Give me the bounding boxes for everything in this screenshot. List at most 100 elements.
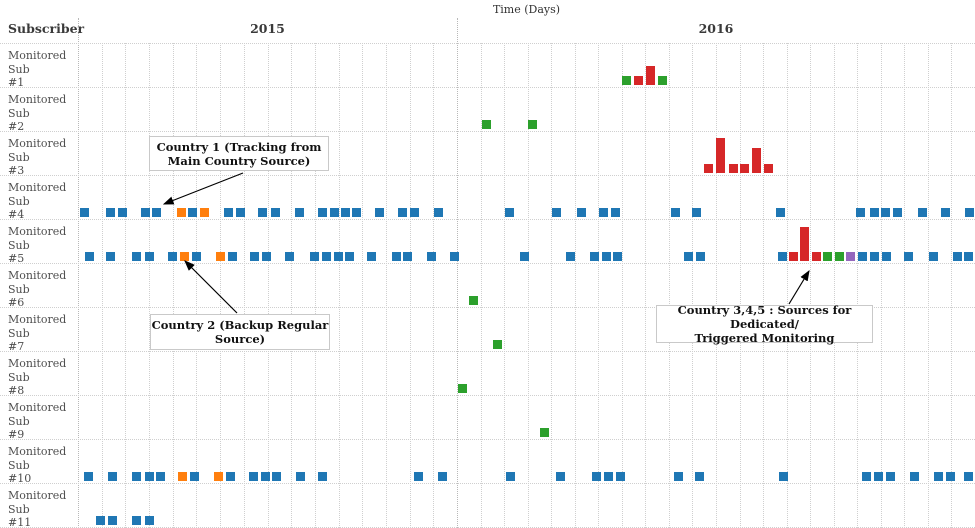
row-label[interactable]: Monitored Sub #3 bbox=[8, 137, 67, 177]
timeline-mark[interactable] bbox=[141, 208, 150, 217]
timeline-mark[interactable] bbox=[249, 472, 258, 481]
timeline-mark[interactable] bbox=[684, 252, 693, 261]
timeline-mark[interactable] bbox=[132, 252, 141, 261]
timeline-mark[interactable] bbox=[295, 208, 304, 217]
timeline-mark[interactable] bbox=[904, 252, 913, 261]
timeline-mark[interactable] bbox=[590, 252, 599, 261]
timeline-mark[interactable] bbox=[271, 208, 280, 217]
timeline-mark[interactable] bbox=[929, 252, 938, 261]
timeline-mark[interactable] bbox=[704, 164, 713, 173]
timeline-mark[interactable] bbox=[145, 252, 154, 261]
row-label[interactable]: Monitored Sub #4 bbox=[8, 181, 67, 221]
timeline-mark[interactable] bbox=[778, 252, 787, 261]
timeline-mark[interactable] bbox=[228, 252, 237, 261]
timeline-mark[interactable] bbox=[214, 472, 223, 481]
timeline-mark[interactable] bbox=[622, 76, 631, 85]
timeline-mark[interactable] bbox=[729, 164, 738, 173]
timeline-mark[interactable] bbox=[611, 208, 620, 217]
timeline-mark[interactable] bbox=[946, 472, 955, 481]
timeline-mark[interactable] bbox=[322, 252, 331, 261]
timeline-mark[interactable] bbox=[392, 252, 401, 261]
timeline-mark[interactable] bbox=[862, 472, 871, 481]
timeline-mark[interactable] bbox=[528, 120, 537, 129]
timeline-mark[interactable] bbox=[823, 252, 832, 261]
timeline-mark[interactable] bbox=[658, 76, 667, 85]
timeline-mark[interactable] bbox=[870, 208, 879, 217]
timeline-mark[interactable] bbox=[180, 252, 189, 261]
timeline-mark[interactable] bbox=[696, 252, 705, 261]
timeline-mark[interactable] bbox=[226, 472, 235, 481]
row-label[interactable]: Monitored Sub #5 bbox=[8, 225, 67, 265]
timeline-mark[interactable] bbox=[552, 208, 561, 217]
timeline-mark[interactable] bbox=[835, 252, 844, 261]
timeline-mark[interactable] bbox=[964, 252, 973, 261]
timeline-mark[interactable] bbox=[941, 208, 950, 217]
row-label[interactable]: Monitored Sub #11 bbox=[8, 489, 67, 528]
timeline-mark[interactable] bbox=[858, 252, 867, 261]
timeline-mark[interactable] bbox=[262, 252, 271, 261]
timeline-mark[interactable] bbox=[341, 208, 350, 217]
timeline-mark[interactable] bbox=[427, 252, 436, 261]
timeline-mark[interactable] bbox=[156, 472, 165, 481]
timeline-mark[interactable] bbox=[410, 208, 419, 217]
timeline-mark[interactable] bbox=[118, 208, 127, 217]
timeline-mark[interactable] bbox=[752, 148, 761, 173]
timeline-mark[interactable] bbox=[482, 120, 491, 129]
timeline-mark[interactable] bbox=[846, 252, 855, 261]
timeline-mark[interactable] bbox=[258, 208, 267, 217]
timeline-mark[interactable] bbox=[285, 252, 294, 261]
timeline-mark[interactable] bbox=[192, 252, 201, 261]
timeline-mark[interactable] bbox=[616, 472, 625, 481]
timeline-mark[interactable] bbox=[910, 472, 919, 481]
timeline-mark[interactable] bbox=[599, 208, 608, 217]
timeline-mark[interactable] bbox=[216, 252, 225, 261]
timeline-mark[interactable] bbox=[96, 516, 105, 525]
timeline-mark[interactable] bbox=[695, 472, 704, 481]
timeline-mark[interactable] bbox=[272, 472, 281, 481]
timeline-mark[interactable] bbox=[566, 252, 575, 261]
year-header-2016[interactable]: 2016 bbox=[698, 21, 734, 36]
timeline-mark[interactable] bbox=[506, 472, 515, 481]
row-label[interactable]: Monitored Sub #7 bbox=[8, 313, 67, 353]
timeline-mark[interactable] bbox=[84, 472, 93, 481]
timeline-mark[interactable] bbox=[261, 472, 270, 481]
timeline-mark[interactable] bbox=[602, 252, 611, 261]
timeline-mark[interactable] bbox=[870, 252, 879, 261]
timeline-mark[interactable] bbox=[716, 138, 725, 173]
timeline-mark[interactable] bbox=[250, 252, 259, 261]
timeline-mark[interactable] bbox=[152, 208, 161, 217]
timeline-mark[interactable] bbox=[556, 472, 565, 481]
timeline-mark[interactable] bbox=[132, 516, 141, 525]
timeline-mark[interactable] bbox=[776, 208, 785, 217]
timeline-mark[interactable] bbox=[318, 208, 327, 217]
timeline-mark[interactable] bbox=[779, 472, 788, 481]
timeline-mark[interactable] bbox=[893, 208, 902, 217]
timeline-mark[interactable] bbox=[469, 296, 478, 305]
timeline-mark[interactable] bbox=[812, 252, 821, 261]
year-header-2015[interactable]: 2015 bbox=[250, 21, 285, 36]
timeline-mark[interactable] bbox=[236, 208, 245, 217]
row-label[interactable]: Monitored Sub #8 bbox=[8, 357, 67, 397]
timeline-mark[interactable] bbox=[438, 472, 447, 481]
timeline-mark[interactable] bbox=[964, 472, 973, 481]
row-label[interactable]: Monitored Sub #9 bbox=[8, 401, 67, 441]
timeline-mark[interactable] bbox=[434, 208, 443, 217]
timeline-mark[interactable] bbox=[613, 252, 622, 261]
timeline-mark[interactable] bbox=[80, 208, 89, 217]
timeline-mark[interactable] bbox=[145, 472, 154, 481]
timeline-mark[interactable] bbox=[168, 252, 177, 261]
timeline-mark[interactable] bbox=[450, 252, 459, 261]
timeline-mark[interactable] bbox=[493, 340, 502, 349]
timeline-mark[interactable] bbox=[800, 227, 809, 261]
timeline-mark[interactable] bbox=[106, 208, 115, 217]
timeline-mark[interactable] bbox=[874, 472, 883, 481]
timeline-mark[interactable] bbox=[674, 472, 683, 481]
timeline-mark[interactable] bbox=[132, 472, 141, 481]
timeline-mark[interactable] bbox=[85, 252, 94, 261]
row-label[interactable]: Monitored Sub #10 bbox=[8, 445, 67, 485]
timeline-mark[interactable] bbox=[188, 208, 197, 217]
timeline-mark[interactable] bbox=[296, 472, 305, 481]
timeline-mark[interactable] bbox=[345, 252, 354, 261]
timeline-mark[interactable] bbox=[881, 208, 890, 217]
timeline-mark[interactable] bbox=[634, 76, 643, 85]
